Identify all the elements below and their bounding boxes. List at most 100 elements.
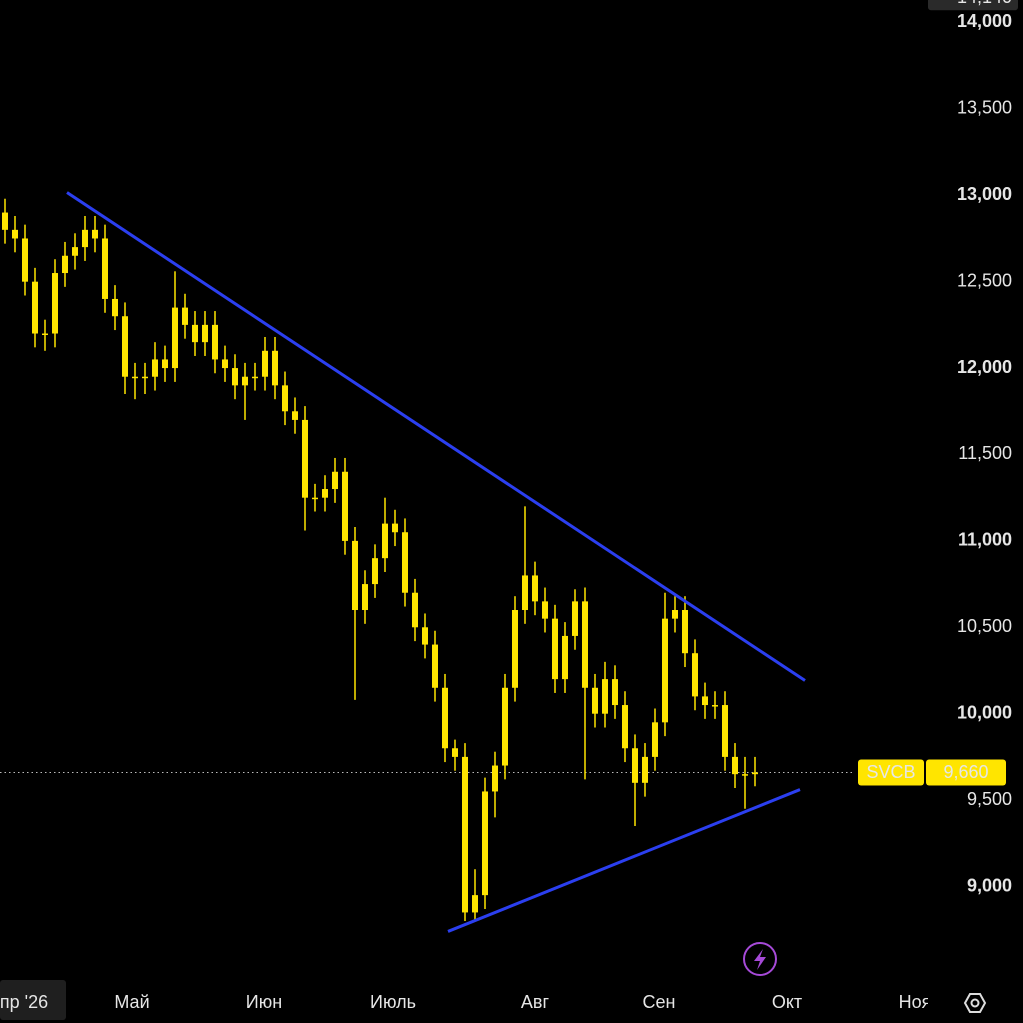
ticker-box	[858, 759, 924, 786]
candle-body	[202, 324, 208, 343]
x-tick-label: Июн	[246, 992, 282, 1012]
trendline	[66, 191, 806, 682]
top-label-box	[928, 0, 1018, 11]
candle-body	[552, 618, 558, 680]
candle-body	[52, 273, 58, 334]
candle-body	[752, 772, 758, 775]
y-tick-label: 11,000	[958, 530, 1012, 550]
candle-body	[472, 895, 478, 913]
candle-body	[522, 575, 528, 611]
candle-body	[742, 774, 748, 776]
y-tick-label: 13,000	[957, 184, 1012, 204]
y-tick-label: 14,000	[957, 11, 1012, 31]
candle-body	[72, 247, 78, 256]
candle-body	[452, 748, 458, 757]
candle-body	[512, 610, 518, 688]
candle-body	[402, 532, 408, 593]
y-tick-label: 12,500	[957, 270, 1012, 290]
candle-body	[132, 376, 138, 379]
x-tick-label: Май	[114, 992, 149, 1012]
candle-body	[562, 635, 568, 680]
candle-body	[82, 229, 88, 248]
candle-body	[352, 540, 358, 611]
candle-body	[582, 601, 588, 688]
candle-body	[152, 359, 158, 377]
x-axis: Апр '26 Май Июн Июль Авг Сен Окт Ноя	[0, 992, 932, 1012]
bolt-glyph	[754, 949, 766, 970]
candle-body	[62, 255, 68, 274]
candle-body	[652, 722, 658, 757]
price-box	[926, 759, 1006, 786]
candle-body	[292, 411, 298, 420]
candle-body	[102, 238, 108, 299]
bolt-icon[interactable]	[743, 942, 777, 976]
candle-body	[2, 212, 8, 230]
candle-body	[122, 316, 128, 377]
candle-body	[332, 471, 338, 490]
candle-body	[322, 489, 328, 498]
candle-body	[212, 324, 218, 360]
candle-body	[702, 696, 708, 706]
candle-body	[622, 705, 628, 749]
candle-body	[722, 705, 728, 757]
candle-body	[342, 471, 348, 541]
candle-body	[32, 281, 38, 334]
y-tick-label: 10,000	[957, 702, 1012, 722]
candle-body	[432, 644, 438, 688]
candle-body	[692, 653, 698, 697]
candle-body	[192, 324, 198, 343]
y-tick-label: 9,500	[967, 789, 1012, 809]
candle-body	[312, 497, 318, 500]
candle-body	[242, 376, 248, 386]
y-tick-label: 13,500	[957, 98, 1012, 118]
candle-body	[462, 756, 468, 913]
candle-body	[262, 350, 268, 377]
candle-body	[482, 791, 488, 896]
candle-body	[682, 610, 688, 654]
x-tick-label: Ноя	[899, 992, 932, 1012]
y-tick-label: 12,000	[957, 357, 1012, 377]
candle-body	[412, 592, 418, 628]
candle-body	[732, 756, 738, 775]
y-tick-label: 11,500	[958, 443, 1012, 463]
candle-body	[252, 376, 258, 379]
top-label: 14,140	[957, 0, 1012, 7]
candle-body	[182, 307, 188, 325]
candle-body	[222, 359, 228, 369]
candle-body	[602, 679, 608, 714]
settings-icon[interactable]	[963, 993, 987, 1013]
trendline	[447, 788, 801, 933]
candle-body	[112, 298, 118, 317]
candle-body	[282, 385, 288, 412]
candle-body	[302, 419, 308, 498]
candle-body	[162, 359, 168, 369]
x-tick-label: Сен	[643, 992, 676, 1012]
y-tick-label: 10,500	[957, 616, 1012, 636]
candle-body	[572, 601, 578, 636]
candle-body	[612, 679, 618, 706]
x-tick-label: Июль	[370, 992, 416, 1012]
candle-body	[632, 748, 638, 783]
candle-body	[272, 350, 278, 386]
candle-body	[392, 523, 398, 533]
candle-body	[22, 238, 28, 282]
candle-body	[92, 229, 98, 239]
ticker: SVCB	[866, 762, 915, 782]
candle-body	[502, 687, 508, 766]
candle-body	[362, 584, 368, 611]
candle-body	[662, 618, 668, 723]
candle-body	[592, 687, 598, 714]
candle-body	[382, 523, 388, 559]
candle-body	[532, 575, 538, 602]
last-price: 9,660	[943, 762, 988, 782]
candle-body	[492, 765, 498, 792]
candle-body	[642, 756, 648, 783]
candle-body	[372, 558, 378, 585]
candle-body	[172, 307, 178, 369]
candle-body	[422, 627, 428, 645]
candle-body	[142, 376, 148, 379]
candle-body	[42, 333, 48, 336]
y-tick-label: 9,000	[967, 875, 1012, 895]
